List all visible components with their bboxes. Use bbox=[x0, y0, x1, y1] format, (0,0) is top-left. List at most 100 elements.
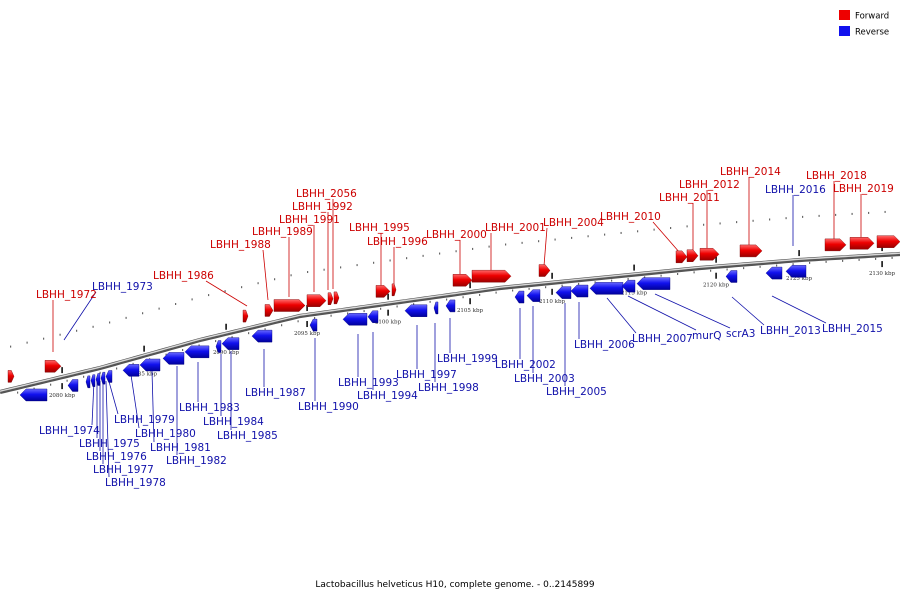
forward-gene-label[interactable]: LBHH_1996 bbox=[367, 236, 428, 248]
forward-gene-arrow[interactable] bbox=[849, 237, 875, 250]
reverse-gene-arrow[interactable] bbox=[162, 352, 185, 365]
reverse-gene-label[interactable]: LBHH_1984 bbox=[203, 416, 264, 428]
reverse-gene-label[interactable]: LBHH_1982 bbox=[166, 455, 227, 467]
forward-gene-label[interactable]: LBHH_1972 bbox=[36, 289, 97, 301]
reverse-gene-label[interactable]: LBHH_2013 bbox=[760, 325, 821, 337]
forward-gene-label[interactable]: LBHH_2014 bbox=[720, 166, 781, 178]
forward-gene-label[interactable]: LBHH_2011 bbox=[659, 192, 720, 204]
reverse-gene-arrow[interactable] bbox=[433, 301, 439, 315]
reverse-gene-label[interactable]: LBHH_2005 bbox=[546, 386, 607, 398]
reverse-gene-arrow[interactable] bbox=[309, 318, 318, 332]
forward-gene-label[interactable]: LBHH_2004 bbox=[543, 217, 604, 229]
reverse-gene-arrow[interactable] bbox=[526, 289, 541, 302]
reverse-gene-label[interactable]: LBHH_1974 bbox=[39, 425, 100, 437]
reverse-gene-arrow[interactable] bbox=[184, 345, 210, 359]
forward-gene-arrow[interactable] bbox=[686, 249, 699, 262]
reverse-gene-arrow[interactable] bbox=[621, 279, 636, 293]
forward-gene-label[interactable]: LBHH_2000 bbox=[426, 229, 487, 241]
reverse-gene-arrow[interactable] bbox=[122, 364, 140, 377]
reverse-gene-arrow[interactable] bbox=[105, 370, 113, 383]
reverse-gene-arrow[interactable] bbox=[67, 379, 79, 392]
reverse-gene-arrow[interactable] bbox=[570, 284, 589, 298]
forward-gene-arrow[interactable] bbox=[7, 370, 15, 383]
reverse-gene-label[interactable]: LBHH_2002 bbox=[495, 359, 556, 371]
reverse-gene-label[interactable]: LBHH_1975 bbox=[79, 438, 140, 450]
reverse-gene-arrow[interactable] bbox=[514, 290, 525, 304]
reverse-gene-arrow[interactable] bbox=[221, 337, 240, 350]
reverse-gene-label[interactable]: LBHH_1997 bbox=[396, 369, 457, 381]
forward-gene-arrow[interactable] bbox=[699, 248, 720, 261]
reverse-gene-arrow[interactable] bbox=[19, 388, 48, 402]
reverse-gene-label[interactable]: LBHH_2006 bbox=[574, 339, 635, 351]
forward-gene-label[interactable]: LBHH_1986 bbox=[153, 270, 214, 282]
reverse-gene-label[interactable]: LBHH_1998 bbox=[418, 382, 479, 394]
forward-gene-arrow[interactable] bbox=[675, 250, 688, 264]
reverse-gene-label[interactable]: LBHH_1978 bbox=[105, 477, 166, 489]
forward-gene-arrow[interactable] bbox=[44, 360, 62, 373]
reverse-gene-arrow[interactable] bbox=[367, 310, 379, 323]
reverse-gene-arrow[interactable] bbox=[251, 329, 273, 343]
reverse-gene-label[interactable]: LBHH_1981 bbox=[150, 442, 211, 454]
reverse-gene-label[interactable]: murQ bbox=[692, 330, 721, 342]
reverse-gene-arrow[interactable] bbox=[139, 358, 161, 372]
reverse-gene-label[interactable]: scrA3 bbox=[726, 328, 755, 340]
forward-gene-label[interactable]: LBHH_2001 bbox=[485, 222, 546, 234]
forward-gene-label[interactable]: LBHH_1991 bbox=[279, 214, 340, 226]
reverse-gene-arrow[interactable] bbox=[589, 282, 624, 295]
reverse-gene-arrow[interactable] bbox=[404, 304, 428, 317]
reverse-gene-label[interactable]: LBHH_1976 bbox=[86, 451, 147, 463]
forward-gene-arrow[interactable] bbox=[824, 238, 847, 252]
reverse-gene-arrow[interactable] bbox=[85, 375, 91, 389]
reverse-gene-label[interactable]: LBHH_2015 bbox=[822, 323, 883, 335]
reverse-gene-arrow[interactable] bbox=[342, 313, 368, 326]
forward-gene-arrow[interactable] bbox=[538, 264, 551, 277]
reverse-gene-label[interactable]: LBHH_1980 bbox=[135, 428, 196, 440]
reverse-gene-arrow[interactable] bbox=[90, 374, 96, 387]
forward-gene-arrow[interactable] bbox=[876, 235, 900, 248]
reverse-gene-arrow[interactable] bbox=[215, 340, 222, 353]
forward-gene-arrow[interactable] bbox=[452, 274, 473, 287]
reverse-gene-label[interactable]: LBHH_1990 bbox=[298, 401, 359, 413]
forward-gene-arrow[interactable] bbox=[471, 269, 512, 283]
forward-gene-label[interactable]: LBHH_1995 bbox=[349, 222, 410, 234]
forward-gene-label[interactable]: LBHH_2012 bbox=[679, 179, 740, 191]
forward-gene-label[interactable]: LBHH_1992 bbox=[292, 201, 353, 213]
forward-gene-arrow[interactable] bbox=[242, 309, 249, 323]
reverse-gene-label[interactable]: LBHH_1999 bbox=[437, 353, 498, 365]
forward-gene-label[interactable]: LBHH_1988 bbox=[210, 239, 271, 251]
forward-gene-arrow[interactable] bbox=[306, 294, 327, 307]
reverse-gene-label[interactable]: LBHH_1987 bbox=[245, 387, 306, 399]
reverse-gene-label[interactable]: LBHH_1973 bbox=[92, 281, 153, 293]
reverse-gene-label[interactable]: LBHH_2003 bbox=[514, 373, 575, 385]
reverse-gene-label[interactable]: LBHH_2007 bbox=[632, 333, 693, 345]
reverse-gene-arrow[interactable] bbox=[636, 277, 671, 290]
reverse-gene-label[interactable]: LBHH_1979 bbox=[114, 414, 175, 426]
reverse-gene-arrow[interactable] bbox=[765, 266, 783, 280]
forward-gene-arrow[interactable] bbox=[264, 304, 274, 317]
forward-gene-arrow[interactable] bbox=[327, 292, 334, 305]
reverse-gene-arrow[interactable] bbox=[785, 265, 807, 278]
reverse-gene-label[interactable]: LBHH_1994 bbox=[357, 390, 418, 402]
forward-gene-arrow[interactable] bbox=[273, 299, 306, 312]
reverse-gene-arrow[interactable] bbox=[725, 270, 738, 283]
forward-gene-arrow[interactable] bbox=[375, 285, 391, 298]
forward-gene-label[interactable]: LBHH_2019 bbox=[833, 183, 894, 195]
forward-gene-leader-line bbox=[205, 280, 248, 307]
reverse-gene-label[interactable]: LBHH_1977 bbox=[93, 464, 154, 476]
track-dot bbox=[505, 243, 507, 246]
reverse-gene-arrow[interactable] bbox=[445, 299, 456, 313]
forward-gene-label[interactable]: LBHH_2056 bbox=[296, 188, 357, 200]
reverse-gene-arrow[interactable] bbox=[95, 373, 101, 386]
forward-gene-arrow[interactable] bbox=[739, 244, 763, 258]
forward-gene-arrow[interactable] bbox=[333, 291, 340, 305]
reverse-gene-label[interactable]: LBHH_1983 bbox=[179, 402, 240, 414]
reverse-gene-arrow[interactable] bbox=[555, 286, 572, 299]
reverse-gene-arrow[interactable] bbox=[100, 371, 106, 385]
reverse-gene-label[interactable]: LBHH_1985 bbox=[217, 430, 278, 442]
forward-gene-arrow[interactable] bbox=[391, 283, 397, 297]
forward-gene-label[interactable]: LBHH_1989 bbox=[252, 226, 313, 238]
reverse-gene-label[interactable]: LBHH_1993 bbox=[338, 377, 399, 389]
reverse-gene-label[interactable]: LBHH_2016 bbox=[765, 184, 826, 196]
forward-gene-label[interactable]: LBHH_2010 bbox=[600, 211, 661, 223]
forward-gene-label[interactable]: LBHH_2018 bbox=[806, 170, 867, 182]
